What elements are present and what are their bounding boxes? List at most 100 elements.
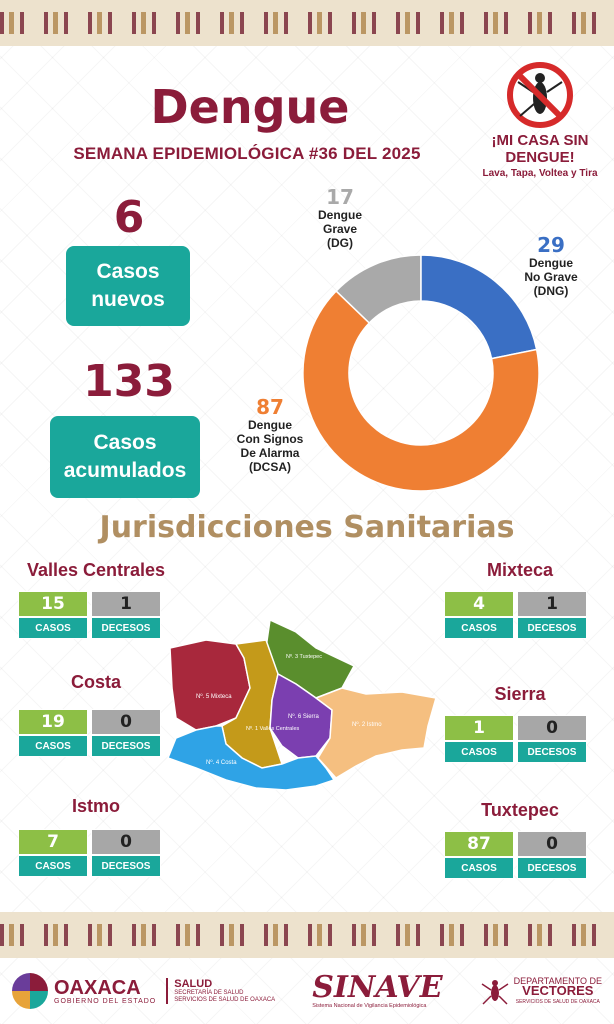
cases-value: 87 (444, 831, 514, 857)
deaths-value: 1 (91, 591, 161, 617)
stats-card: 87 0 CASOS DECESOS (444, 831, 588, 879)
oaxaca-jurisdictions-map: Nº. 5 Mixteca Nº. 3 Tuxtepec Nº. 1 Valle… (167, 618, 437, 791)
oaxaca-emblem-icon (12, 973, 48, 1009)
deaths-label: DECESOS (91, 617, 161, 639)
deaths-value: 0 (91, 709, 161, 735)
top-pattern-strip (0, 12, 614, 34)
map-region-costa (167, 725, 336, 791)
footer-logos: OAXACA GOBIERNO DEL ESTADO SALUD SECRETA… (0, 958, 614, 1024)
campaign-tagline: Lava, Tapa, Voltea y Tira (482, 168, 598, 179)
dg-text-1: Dengue (317, 208, 362, 222)
oaxaca-name: OAXACA (54, 976, 141, 999)
cases-label: CASOS (18, 617, 88, 639)
page-title: Dengue (150, 80, 350, 134)
accumulated-cases-label: Casos acumulados (50, 416, 200, 498)
deaths-label: DECESOS (517, 617, 587, 639)
dng-text-2: No Grave (524, 270, 578, 284)
dg-text-3: (DG) (327, 236, 353, 250)
cases-value: 15 (18, 591, 88, 617)
jurisdiction-tuxtepec: Tuxtepec 87 0 CASOS DECESOS (440, 800, 600, 879)
top-decorative-band (0, 0, 614, 46)
bottom-pattern-strip (0, 924, 614, 946)
dcsa-text-3: De Alarma (240, 446, 300, 460)
sinave-name: SINAVE (312, 970, 443, 1005)
map-label-istmo: Nº. 2 Istmo (352, 721, 382, 728)
dg-text-2: Grave (322, 222, 358, 236)
vectores-line-1: DEPARTAMENTO DE (513, 975, 602, 986)
cases-label: CASOS (444, 857, 514, 879)
deaths-value: 1 (517, 591, 587, 617)
stats-card: 15 1 CASOS DECESOS (18, 591, 162, 639)
mosquito-icon (481, 980, 509, 1005)
new-cases-value: 6 (113, 192, 145, 243)
stats-card: 19 0 CASOS DECESOS (18, 709, 162, 757)
cases-value: 7 (18, 829, 88, 855)
new-cases-label: Casos nuevos (66, 246, 190, 326)
map-label-tuxtepec: Nº. 3 Tuxtepec (286, 653, 322, 660)
oaxaca-sub: GOBIERNO DEL ESTADO (54, 997, 157, 1005)
map-region-istmo (314, 687, 437, 779)
map-label-valles-centrales: Nº. 1 Valles Centrales (246, 725, 300, 732)
jurisdiction-name: Sierra (494, 684, 546, 704)
dg-value: 17 (326, 185, 354, 209)
dcsa-value: 87 (256, 395, 284, 419)
dng-label: 29 Dengue No Grave (DNG) (506, 234, 596, 298)
accumulated-cases-value: 133 (83, 356, 175, 407)
dng-text-3: (DNG) (533, 284, 569, 298)
deaths-label: DECESOS (517, 857, 587, 879)
campaign-slogan: ¡MI CASA SIN DENGUE! (491, 132, 589, 166)
cases-value: 4 (444, 591, 514, 617)
salud-logo: SALUD SECRETARÍA DE SALUD SERVICIOS DE S… (166, 978, 275, 1004)
dcsa-label: 87 Dengue Con Signos De Alarma (DCSA) (220, 396, 320, 474)
jurisdiction-name: Valles Centrales (26, 560, 166, 580)
cases-value: 1 (444, 715, 514, 741)
salud-sub-2: SERVICIOS DE SALUD DE OAXACA (174, 997, 276, 1003)
jurisdiction-name: Istmo (71, 796, 120, 816)
oaxaca-logo: OAXACA GOBIERNO DEL ESTADO SALUD SECRETA… (12, 973, 275, 1009)
jurisdictions-section-title: Jurisdicciones Sanitarias (99, 510, 515, 545)
page-subtitle: SEMANA EPIDEMIOLÓGICA #36 DEL 2025 (73, 144, 421, 163)
map-label-costa: Nº. 4 Costa (206, 759, 237, 766)
jurisdiction-name: Tuxtepec (481, 800, 559, 820)
vectores-line-2: VECTORES (522, 982, 594, 998)
jurisdiction-costa: Costa 19 0 CASOS DECESOS (12, 672, 180, 757)
dengue-type-donut-chart (302, 254, 540, 492)
map-label-sierra: Nº. 6 Sierra (288, 713, 320, 720)
no-mosquito-icon (507, 62, 573, 128)
salud-name: SALUD (174, 978, 213, 990)
cases-label: CASOS (444, 741, 514, 763)
cases-label: CASOS (18, 855, 88, 877)
dcsa-text-2: Con Signos (236, 432, 304, 446)
dcsa-text-4: (DCSA) (249, 460, 291, 474)
dg-label: 17 Dengue Grave (DG) (300, 186, 380, 250)
cases-label: CASOS (444, 617, 514, 639)
jurisdiction-valles-centrales: Valles Centrales 15 1 CASOS DECESOS (12, 560, 180, 639)
bottom-decorative-band (0, 912, 614, 958)
dcsa-text-1: Dengue (247, 418, 292, 432)
jurisdiction-name: Costa (70, 672, 121, 692)
deaths-value: 0 (517, 831, 587, 857)
deaths-label: DECESOS (91, 855, 161, 877)
vectores-logo: DEPARTAMENTO DE VECTORES SERVICIOS DE SA… (480, 976, 602, 1007)
deaths-label: DECESOS (91, 735, 161, 757)
jurisdiction-name: Mixteca (486, 560, 554, 580)
vectores-line-3: SERVICIOS DE SALUD DE OAXACA (515, 998, 600, 1005)
dng-text-1: Dengue (528, 256, 573, 270)
cases-label: CASOS (18, 735, 88, 757)
map-label-mixteca: Nº. 5 Mixteca (196, 693, 232, 700)
sinave-logo: SINAVE Sistema Nacional de Vigilancia Ep… (312, 970, 443, 1010)
deaths-value: 0 (91, 829, 161, 855)
deaths-value: 0 (517, 715, 587, 741)
sinave-sub: Sistema Nacional de Vigilancia Epidemiol… (312, 1003, 427, 1009)
salud-sub-1: SECRETARÍA DE SALUD (174, 990, 244, 996)
donut-slice-dcsa (302, 289, 540, 492)
deaths-label: DECESOS (517, 741, 587, 763)
dng-value: 29 (537, 233, 565, 257)
cases-value: 19 (18, 709, 88, 735)
